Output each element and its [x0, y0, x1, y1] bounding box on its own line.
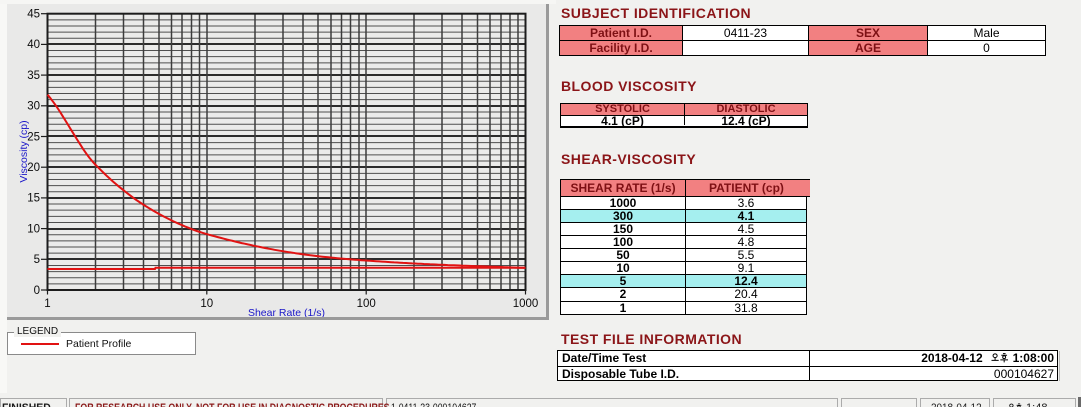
svg-text:45: 45	[27, 9, 40, 21]
svg-text:10: 10	[200, 298, 213, 310]
svg-text:Viscosity (cp): Viscosity (cp)	[18, 120, 30, 182]
svg-text:20: 20	[27, 162, 40, 174]
svg-text:25: 25	[27, 131, 40, 143]
svg-text:30: 30	[27, 101, 40, 113]
svg-text:5: 5	[34, 254, 40, 266]
svg-text:1: 1	[44, 298, 50, 310]
svg-text:10: 10	[27, 223, 40, 235]
svg-text:1000: 1000	[513, 298, 539, 310]
svg-text:100: 100	[357, 298, 376, 310]
svg-text:15: 15	[27, 193, 40, 205]
svg-text:35: 35	[27, 70, 40, 82]
svg-text:40: 40	[27, 39, 40, 51]
svg-text:Shear Rate (1/s): Shear Rate (1/s)	[248, 307, 325, 317]
svg-text:0: 0	[34, 285, 40, 297]
